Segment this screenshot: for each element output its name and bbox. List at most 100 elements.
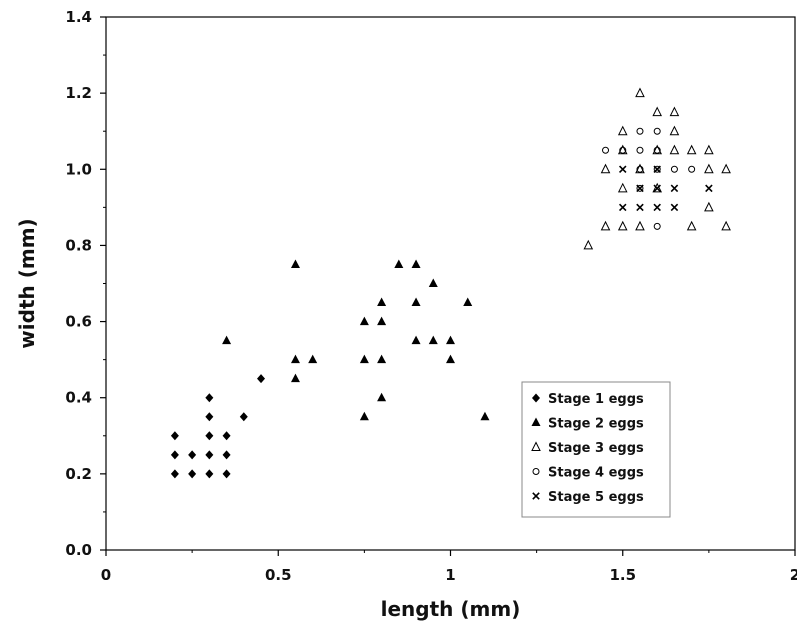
data-point: [394, 259, 404, 268]
x-tick-label: 2: [790, 566, 797, 584]
data-point: [205, 450, 214, 460]
data-point: [205, 393, 214, 403]
y-tick-label: 0.4: [65, 389, 92, 407]
data-point: [170, 431, 179, 441]
data-point: [290, 373, 300, 383]
legend-marker: [532, 468, 540, 475]
data-point: [635, 163, 645, 174]
data-point: [617, 125, 628, 136]
data-point: [377, 354, 387, 364]
data-point: [617, 220, 628, 231]
data-point: [463, 297, 473, 307]
data-point: [652, 182, 663, 193]
data-point: [428, 335, 438, 345]
data-point: [602, 146, 610, 154]
legend-label: Stage 4 eggs: [548, 466, 644, 481]
data-point: [636, 203, 644, 212]
data-point: [653, 165, 661, 173]
data-point: [670, 184, 679, 193]
data-point: [653, 127, 661, 135]
data-point: [600, 163, 611, 174]
data-point: [377, 316, 387, 326]
data-point: [653, 222, 661, 230]
legend-marker: [532, 393, 540, 403]
data-point: [704, 144, 714, 155]
data-point: [653, 146, 661, 154]
data-point: [617, 182, 628, 193]
y-axis-title: width (mm): [15, 218, 39, 348]
data-marks: [170, 87, 731, 479]
x-tick-label: 0.5: [265, 566, 292, 584]
series-stage-2: [222, 259, 490, 421]
y-tick-label: 1.0: [65, 160, 92, 178]
data-point: [583, 239, 594, 250]
data-point: [704, 201, 714, 212]
data-point: [428, 278, 438, 287]
data-point: [686, 220, 697, 231]
series-stage-3: [583, 87, 731, 250]
data-point: [636, 184, 644, 193]
data-point: [170, 450, 179, 460]
data-point: [222, 431, 231, 441]
data-point: [670, 203, 679, 212]
data-point: [446, 354, 455, 364]
x-tick-label: 1: [445, 566, 455, 584]
data-point: [359, 354, 369, 364]
data-point: [359, 411, 369, 421]
y-tick-label: 0.8: [65, 236, 92, 254]
y-tick-label: 0.0: [65, 541, 92, 559]
data-point: [705, 184, 713, 193]
legend-marker: [531, 417, 541, 426]
data-point: [600, 220, 611, 231]
data-point: [239, 412, 248, 422]
data-point: [188, 450, 197, 460]
data-point: [257, 374, 266, 384]
data-point: [636, 127, 644, 135]
data-point: [636, 165, 644, 173]
legend-label: Stage 2 eggs: [548, 417, 644, 432]
legend: Stage 1 eggs Stage 2 eggs Stage 3 eggs Stag…: [521, 381, 671, 518]
data-point: [359, 316, 369, 326]
data-point: [188, 469, 197, 479]
data-point: [653, 165, 661, 174]
legend-label: Stage 3 eggs: [548, 441, 644, 456]
data-point: [636, 184, 644, 192]
legend-label: Stage 1 eggs: [548, 392, 644, 407]
data-point: [670, 165, 678, 173]
data-point: [686, 144, 697, 155]
data-point: [636, 146, 644, 154]
data-point: [669, 144, 680, 155]
data-point: [721, 163, 731, 174]
data-point: [377, 297, 387, 307]
data-point: [377, 392, 387, 402]
data-point: [222, 469, 231, 479]
data-point: [411, 297, 421, 307]
series-stage-1: [170, 374, 266, 479]
y-tick-label: 0.2: [65, 465, 92, 483]
data-point: [688, 165, 696, 173]
data-point: [635, 220, 645, 231]
data-point: [669, 125, 680, 136]
data-point: [222, 450, 231, 460]
y-tick-label: 1.2: [65, 84, 92, 102]
data-point: [411, 335, 421, 345]
legend-marker: [532, 492, 540, 500]
y-tick-label: 0.6: [65, 313, 92, 331]
data-point: [290, 259, 300, 268]
y-tick-label: 1.4: [65, 8, 92, 26]
data-point: [290, 354, 300, 364]
data-point: [618, 203, 627, 212]
legend-box: [521, 381, 671, 518]
data-point: [652, 106, 663, 117]
series-stage-4: [602, 127, 696, 230]
data-point: [205, 412, 214, 422]
data-point: [170, 469, 179, 479]
data-point: [446, 335, 455, 345]
data-point: [653, 184, 661, 193]
data-point: [721, 220, 731, 231]
x-tick-label: 0: [101, 566, 111, 584]
legend-label: Stage 5 eggs: [548, 490, 644, 505]
legend-marker: [531, 441, 541, 451]
x-axis-title: length (mm): [381, 597, 521, 621]
